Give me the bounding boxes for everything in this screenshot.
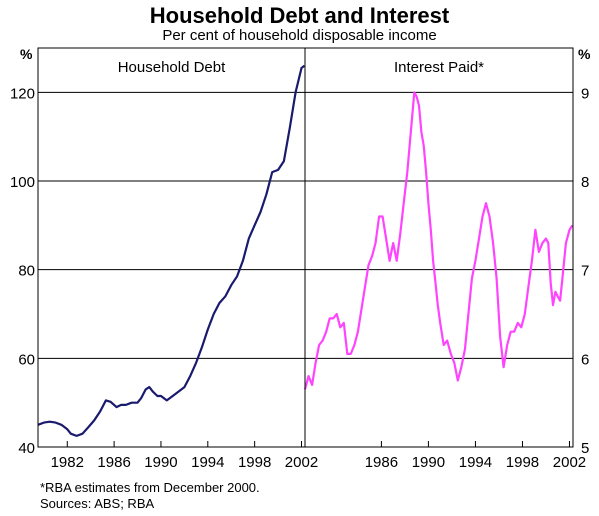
right-y-tick-label: 5 [581, 440, 589, 457]
left-panel-title: Household Debt [118, 59, 226, 76]
chart-title: Household Debt and Interest [149, 3, 450, 28]
tick-labels: 1982 1986 1990 1994 1998 2002 1986 1990 1994 1998… [10, 59, 589, 471]
left-x-tick-label: 1986 [97, 454, 130, 471]
left-x-tick-label: 1994 [191, 454, 224, 471]
right-y-tick-label: 8 [581, 174, 589, 191]
left-y-tick-label: 80 [18, 263, 35, 280]
left-axis-unit: % [20, 46, 33, 62]
left-y-tick-label: 120 [10, 85, 35, 102]
right-x-tick-label: 1986 [365, 454, 398, 471]
left-x-tick-label: 1982 [51, 454, 84, 471]
household-debt-line [37, 64, 306, 437]
right-x-tick-label: 1994 [459, 454, 492, 471]
left-x-tick-label: 1998 [238, 454, 271, 471]
right-y-tick-label: 9 [581, 85, 589, 102]
interest-paid-line [303, 91, 574, 390]
right-y-tick-label: 6 [581, 351, 589, 368]
plot-frame [37, 47, 574, 448]
right-axis-unit: % [578, 46, 591, 62]
left-y-tick-label: 100 [10, 174, 35, 191]
sources-note: Sources: ABS; RBA [40, 496, 155, 511]
right-x-tick-label: 1998 [506, 454, 539, 471]
right-x-tick-label: 1990 [412, 454, 445, 471]
footnote: *RBA estimates from December 2000. [40, 480, 260, 495]
series-lines [37, 64, 574, 437]
right-panel-title: Interest Paid* [394, 59, 484, 76]
right-y-tick-label: 7 [581, 263, 589, 280]
left-y-tick-label: 60 [18, 351, 35, 368]
left-y-tick-label: 40 [18, 440, 35, 457]
left-x-tick-label: 1990 [144, 454, 177, 471]
chart-subtitle: Per cent of household disposable income [162, 27, 437, 44]
right-x-tick-label: 2002 [553, 454, 586, 471]
left-x-tick-label: 2002 [285, 454, 318, 471]
